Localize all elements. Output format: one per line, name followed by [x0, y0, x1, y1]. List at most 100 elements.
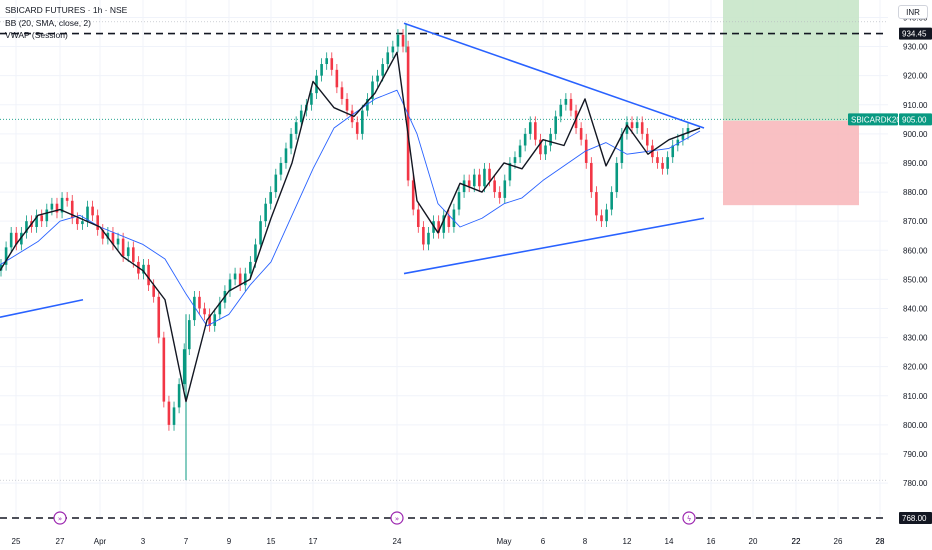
long-position-zones[interactable]: [0, 0, 888, 481]
y-tick-label: 800.00: [903, 421, 928, 430]
y-tick-label: 900.00: [903, 130, 928, 139]
candle-body: [294, 122, 298, 134]
candle-body: [152, 285, 155, 297]
currency-button[interactable]: INR: [898, 5, 928, 19]
candle-body: [467, 180, 471, 187]
candle-body: [625, 122, 629, 134]
candle-body: [218, 302, 222, 315]
horizontal-levels[interactable]: [0, 32, 888, 519]
x-tick-label: 16: [707, 537, 716, 546]
y-tick-label: 840.00: [903, 304, 928, 313]
candle-body: [559, 104, 563, 117]
x-tick-label: 24: [393, 537, 402, 546]
candle-body: [508, 162, 512, 181]
vwap-line: [0, 51, 701, 403]
candle-body: [126, 247, 130, 257]
candle-body: [325, 58, 328, 65]
event-markers[interactable]: » » ϟ: [53, 511, 696, 525]
candle-body: [595, 192, 598, 216]
candle-body: [238, 273, 242, 286]
candle-body: [147, 264, 150, 286]
candle-body: [259, 221, 262, 245]
candle-body: [513, 157, 517, 163]
candle-body: [437, 221, 440, 233]
candle-body: [528, 122, 532, 134]
candle-body: [401, 34, 405, 47]
candle-body: [121, 238, 125, 257]
candle-body: [50, 203, 54, 210]
candle-body: [661, 162, 664, 169]
x-tick-label: 6: [541, 537, 546, 546]
indicator-lines: [0, 51, 701, 403]
candle-body: [45, 209, 49, 222]
candlestick-series: [0, 23, 690, 481]
loss-zone: [723, 120, 859, 206]
candle-body: [620, 133, 624, 163]
candle-body: [355, 122, 359, 134]
candle-body: [483, 168, 486, 187]
lower-level-tag-bg: [899, 512, 932, 524]
candle-body: [274, 174, 278, 193]
candle-body: [203, 308, 206, 315]
candle-body: [228, 279, 232, 292]
dividend-marker-icon: [390, 511, 404, 525]
candle-body: [656, 157, 659, 163]
candle-body: [182, 349, 186, 385]
x-tick-label: 15: [267, 537, 276, 546]
bollinger-basis-line: [0, 89, 701, 327]
candle-body: [40, 215, 44, 222]
x-tick-label: 20: [749, 537, 758, 546]
candle-body: [523, 133, 527, 146]
candle-body: [157, 296, 161, 338]
candle-body: [391, 46, 395, 53]
y-tick-label: 820.00: [903, 363, 928, 372]
x-tick-label: 9: [227, 537, 232, 546]
vwap-indicator-label[interactable]: VWAP (Session): [5, 30, 68, 40]
candle-body: [569, 98, 573, 111]
candle-body: [539, 139, 542, 155]
candle-body: [442, 215, 446, 233]
x-tick-label: 22: [792, 537, 801, 546]
y-tick-label: 870.00: [903, 217, 928, 226]
candle-body: [25, 221, 28, 233]
candle-body: [518, 145, 522, 158]
candle-body: [76, 218, 79, 225]
candle-body: [666, 157, 669, 169]
candle-body: [264, 203, 267, 222]
x-tick-label: 26: [834, 537, 843, 546]
marker-glyph: »: [395, 515, 399, 523]
candle-body: [549, 133, 552, 146]
candle-body: [681, 133, 685, 140]
candle-body: [472, 174, 476, 187]
y-tick-label: 910.00: [903, 101, 928, 110]
candle-body: [335, 69, 339, 88]
trendline: [0, 298, 84, 318]
candle-body: [330, 58, 334, 70]
bb-indicator-label[interactable]: BB (20, SMA, close, 2): [5, 17, 91, 28]
candle-body: [615, 162, 619, 193]
trendlines[interactable]: [0, 22, 705, 318]
candle-body: [177, 384, 181, 408]
price-axis[interactable]: 780.00 790.00 800.00 810.00 820.00 830.00 840.…: [903, 13, 928, 488]
candle-body: [645, 133, 649, 146]
y-tick-label: 850.00: [903, 275, 928, 284]
candle-body: [310, 93, 313, 105]
symbol-title[interactable]: SBICARD FUTURES · 1h · NSE: [5, 5, 128, 15]
candle-body: [96, 215, 99, 230]
candle-body: [534, 122, 537, 140]
candle-body: [14, 232, 18, 245]
chart-legend[interactable]: SBICARD FUTURES · 1h · NSE BB (20, SMA, …: [5, 4, 127, 42]
candle-body: [671, 145, 675, 158]
candle-body: [361, 110, 364, 134]
candle-body: [640, 122, 644, 134]
y-tick-label: 890.00: [903, 159, 928, 168]
candle-body: [635, 122, 639, 129]
y-tick-label: 780.00: [903, 479, 928, 488]
candle-body: [584, 139, 588, 163]
candle-body: [106, 232, 110, 239]
candle-body: [590, 162, 593, 193]
candle-body: [198, 296, 201, 309]
candle-body: [345, 98, 349, 111]
